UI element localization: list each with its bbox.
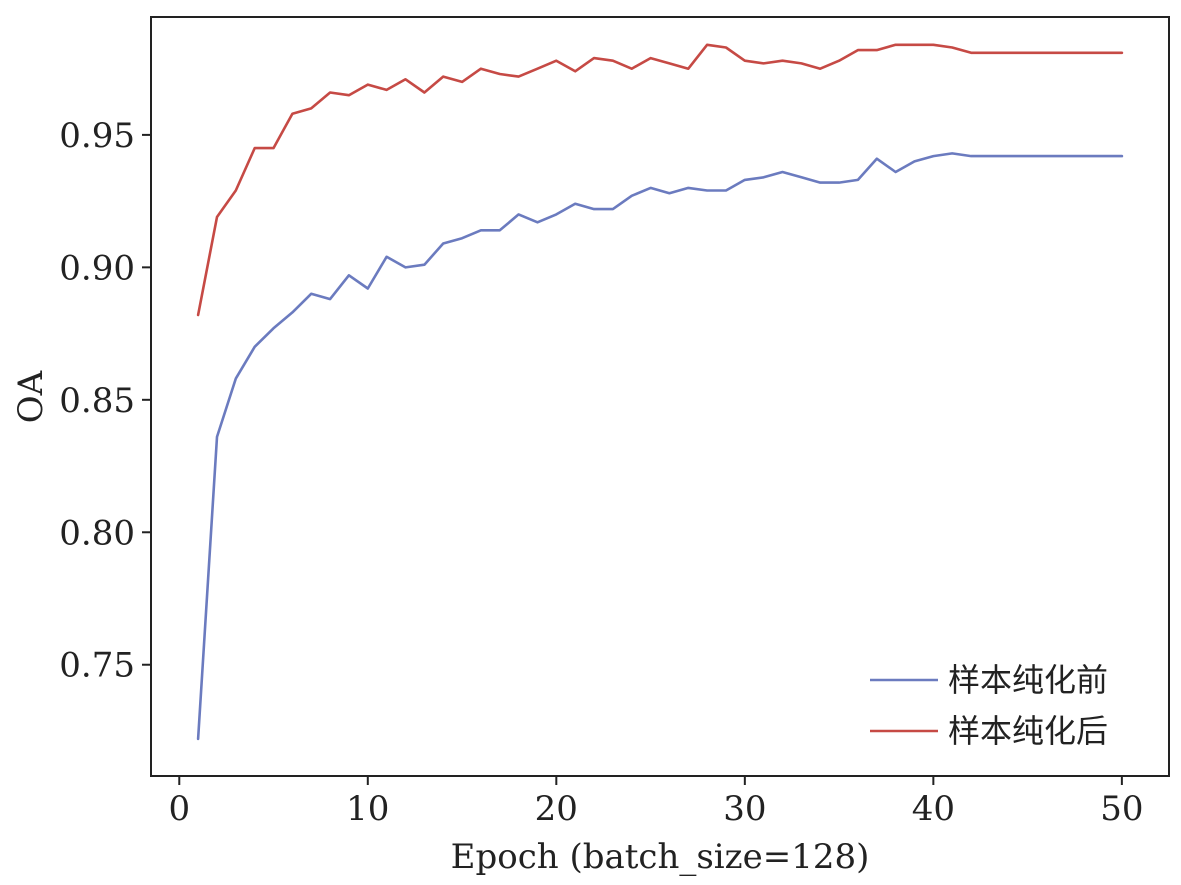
plot-frame <box>150 16 1170 777</box>
y-tick-label: 0.80 <box>59 513 135 553</box>
x-tick-label: 10 <box>346 789 389 829</box>
legend-label: 样本纯化后 <box>948 712 1108 750</box>
y-axis-title: OA <box>11 370 51 423</box>
x-tick-label: 50 <box>1100 789 1143 829</box>
series-layer <box>196 43 1124 741</box>
x-axis-ticks: 0 10 20 30 40 50 <box>168 776 1144 829</box>
x-tick-label: 30 <box>723 789 766 829</box>
series-line-2 <box>196 43 1124 317</box>
y-tick-label: 0.95 <box>59 116 135 156</box>
x-axis-title: Epoch (batch_size=128) <box>451 837 870 877</box>
series-line-1 <box>196 152 1124 741</box>
x-tick-label: 20 <box>535 789 578 829</box>
y-tick-label: 0.85 <box>59 381 135 421</box>
y-axis-ticks: 0.75 0.80 0.85 0.90 0.95 <box>59 116 151 686</box>
x-tick-label: 40 <box>912 789 955 829</box>
legend-label: 样本纯化前 <box>948 661 1108 699</box>
y-tick-label: 0.75 <box>59 646 135 686</box>
y-tick-label: 0.90 <box>59 248 135 288</box>
x-tick-label: 0 <box>168 789 190 829</box>
